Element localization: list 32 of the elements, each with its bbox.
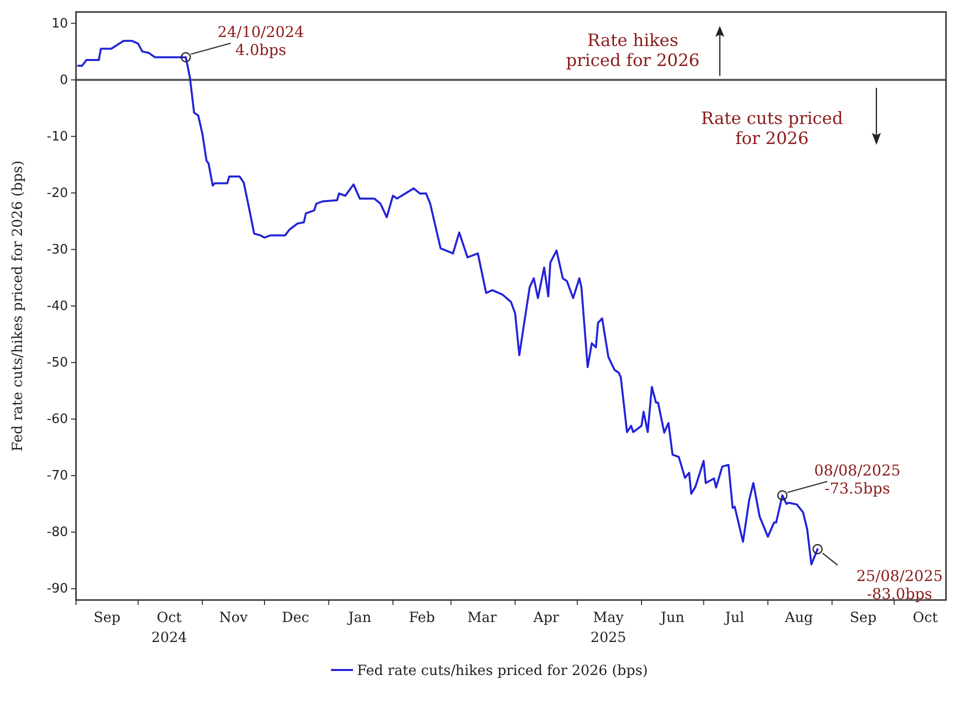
x-tick-label: Oct <box>912 610 938 626</box>
x-tick-label: Sep <box>94 610 121 626</box>
y-tick-label: -30 <box>46 242 68 258</box>
x-tick-label: Mar <box>467 610 497 626</box>
legend-label: Fed rate cuts/hikes priced for 2026 (bps) <box>357 663 648 679</box>
x-tick-label: Jan <box>346 610 372 626</box>
x-tick-label: May 2025 <box>590 610 626 646</box>
y-tick-label: -70 <box>46 468 68 484</box>
y-tick-label: 10 <box>51 16 68 32</box>
x-tick-label: Apr <box>532 610 560 626</box>
y-tick-label: -90 <box>46 582 68 597</box>
annotation: 24/10/2024 4.0bps <box>218 23 304 60</box>
annotation: Rate cuts priced for 2026 <box>701 108 844 149</box>
x-tick-label: Sep <box>850 610 877 626</box>
x-tick-label: Aug <box>784 610 814 626</box>
annotation: Rate hikes priced for 2026 <box>566 30 700 71</box>
y-tick-label: -80 <box>46 525 68 540</box>
x-tick-label: Jul <box>723 610 745 626</box>
x-tick-label: Nov <box>219 610 248 626</box>
annotation: 08/08/2025 -73.5bps <box>814 461 901 498</box>
annotation: 25/08/2025 -83.0bps <box>856 567 943 604</box>
x-tick-label: Jun <box>658 610 684 626</box>
x-tick-label: Oct 2024 <box>151 610 188 646</box>
x-tick-label: Dec <box>282 610 310 626</box>
x-tick-label: Feb <box>408 610 436 626</box>
y-tick-label: -10 <box>46 129 68 144</box>
y-axis-title: Fed rate cuts/hikes priced for 2026 (bps) <box>10 160 26 452</box>
y-tick-label: 0 <box>60 72 68 88</box>
y-tick-label: -40 <box>46 299 68 314</box>
y-tick-label: -20 <box>46 186 68 201</box>
y-tick-label: -50 <box>46 356 68 371</box>
y-tick-label: -60 <box>46 412 68 428</box>
